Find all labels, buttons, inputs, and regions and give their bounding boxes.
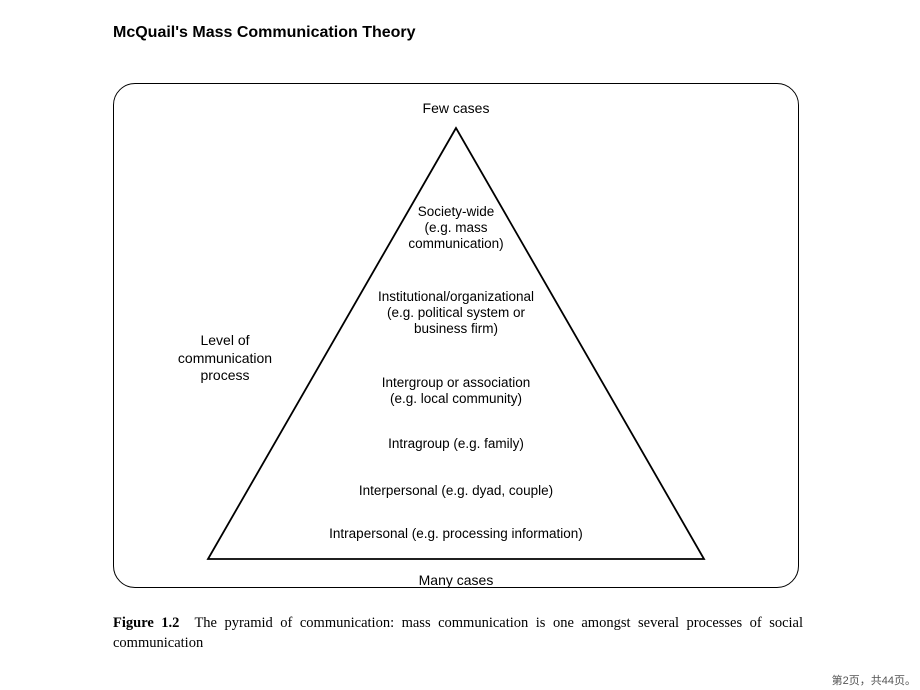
pyramid-level-5: Intrapersonal (e.g. processing informati… — [276, 526, 636, 542]
side-label-line-0: Level of — [200, 332, 249, 348]
bottom-label-text: Many cases — [419, 572, 494, 588]
pyramid-level-5-line-0: Intrapersonal (e.g. processing informati… — [329, 526, 583, 541]
pyramid-level-3: Intragroup (e.g. family) — [276, 436, 636, 452]
pyramid-level-4: Interpersonal (e.g. dyad, couple) — [276, 483, 636, 499]
top-label: Few cases — [356, 100, 556, 116]
figure-caption-text: The pyramid of communication: mass commu… — [113, 615, 803, 651]
top-label-text: Few cases — [423, 100, 490, 116]
pyramid-level-0: Society-wide (e.g. mass communication) — [276, 204, 636, 253]
pyramid-level-2: Intergroup or association (e.g. local co… — [276, 375, 636, 407]
pyramid-level-1-line-2: business firm) — [414, 321, 498, 336]
pyramid-level-1: Institutional/organizational (e.g. polit… — [276, 289, 636, 338]
pyramid-level-2-line-0: Intergroup or association — [382, 375, 531, 390]
pyramid-level-4-line-0: Interpersonal (e.g. dyad, couple) — [359, 483, 553, 498]
pyramid-level-0-line-2: communication) — [408, 236, 503, 251]
figure-number: Figure 1.2 — [113, 615, 179, 631]
page-counter: 第2页，共44页。 — [832, 672, 916, 688]
pyramid-level-0-line-1: (e.g. mass — [424, 220, 487, 235]
pyramid-level-1-line-1: (e.g. political system or — [387, 305, 525, 320]
side-label-line-1: communication — [178, 350, 272, 366]
pyramid-level-1-line-0: Institutional/organizational — [378, 289, 534, 304]
figure-caption: Figure 1.2 The pyramid of communication:… — [113, 614, 803, 653]
side-label-line-2: process — [200, 367, 249, 383]
pyramid-level-3-line-0: Intragroup (e.g. family) — [388, 436, 524, 451]
pyramid-level-0-line-0: Society-wide — [418, 204, 495, 219]
bottom-label: Many cases — [356, 572, 556, 588]
pyramid-level-2-line-1: (e.g. local community) — [390, 391, 522, 406]
